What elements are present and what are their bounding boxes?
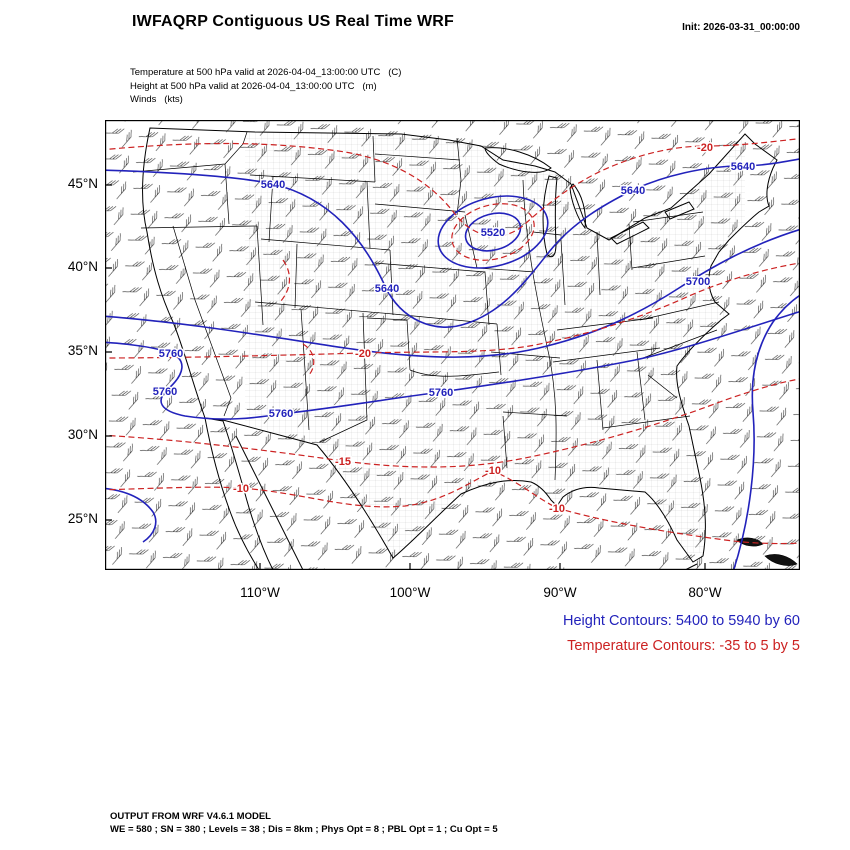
temp-contour-neg20-central-path [105,262,800,359]
temperature-contour-legend: Temperature Contours: -35 to 5 by 5 [567,638,800,654]
temp-contour-label: -10 [549,503,565,515]
height-contour-5640-path [105,158,800,328]
temp-contour-label: -20 [355,348,371,360]
init-timestamp: Init: 2026-03-31_00:00:00 [682,22,800,33]
height-contour-label: 5700 [686,276,710,288]
temp-contour-label: -10 [485,465,501,477]
us-coastline [142,127,778,563]
winds-field-label: Winds (kts) [130,94,183,105]
axis-tick-marks [105,184,706,570]
height-contour-label: 5640 [375,283,399,295]
temp-contour-closed-low [451,203,535,261]
height-contour-5520-closed-low [464,212,522,252]
temp-contour-label: -15 [335,456,351,468]
plot-title: IWFAQRP Contiguous US Real Time WRF [132,13,454,30]
temp-contour-label: -10 [233,483,249,495]
mexico-mainland-coast [235,435,304,570]
height-contour-label: 5520 [481,227,505,239]
lat-tick-45n: 45°N [67,176,98,191]
height-contour-label: 5760 [429,387,453,399]
height-contour-southeast-path [732,294,800,570]
height-contour-5700-path [105,228,800,358]
lake-superior [484,147,552,173]
lon-tick-90w: 90°W [543,585,577,600]
height-contour-5580-closed-low [437,195,549,269]
lat-tick-30n: 30°N [67,427,98,442]
lake-huron [569,183,586,230]
height-contour-label: 5640 [731,161,755,173]
lake-erie [610,221,650,245]
lake-michigan [542,175,558,258]
temp-contour-neg10-path [105,470,800,545]
height-contour-5760-path [105,310,800,420]
lon-tick-80w: 80°W [688,585,722,600]
temp-contour-label: -20 [697,142,713,154]
lon-tick-110w: 110°W [240,585,280,600]
temperature-contours [105,137,800,545]
lon-tick-100w: 100°W [389,585,431,600]
map-canvas: 5640 5640 5640 5640 5520 5700 5760 5760 … [105,120,800,570]
field-descriptions: Temperature at 500 hPa valid at 2026-04-… [130,66,401,107]
model-config-line: WE = 580 ; SN = 380 ; Levels = 38 ; Dis … [110,824,498,835]
contour-labels: 5640 5640 5640 5640 5520 5700 5760 5760 … [151,141,756,517]
map-area: 5640 5640 5640 5640 5520 5700 5760 5760 … [105,120,800,570]
height-contour-label: 5760 [159,348,183,360]
map-border-frame [105,120,800,570]
caribbean-islands [683,537,798,570]
height-contour-label: 5640 [261,179,285,191]
model-info-footer: OUTPUT FROM WRF V4.6.1 MODEL WE = 580 ; … [110,810,498,836]
height-contours [105,158,800,570]
temp-contour-rockies-squiggle-2 [302,343,315,376]
height-contour-label: 5760 [269,408,293,420]
model-version-line: OUTPUT FROM WRF V4.6.1 MODEL [110,811,271,822]
height-contour-label: 5760 [153,386,177,398]
temperature-field-label: Temperature at 500 hPa valid at 2026-04-… [130,67,402,78]
height-field-label: Height at 500 hPa valid at 2026-04-04_13… [130,80,377,92]
height-contour-legend: Height Contours: 5400 to 5940 by 60 [563,613,800,629]
temp-contour-neg20-north-path [105,137,800,237]
lat-tick-25n: 25°N [67,511,98,526]
temp-contour-rockies-squiggle-1 [279,259,290,303]
temp-contour-neg15-path [105,378,800,468]
height-contour-southwest-path [105,487,157,543]
lat-tick-40n: 40°N [67,259,98,274]
lat-tick-35n: 35°N [67,343,98,358]
height-contour-label: 5640 [621,185,645,197]
